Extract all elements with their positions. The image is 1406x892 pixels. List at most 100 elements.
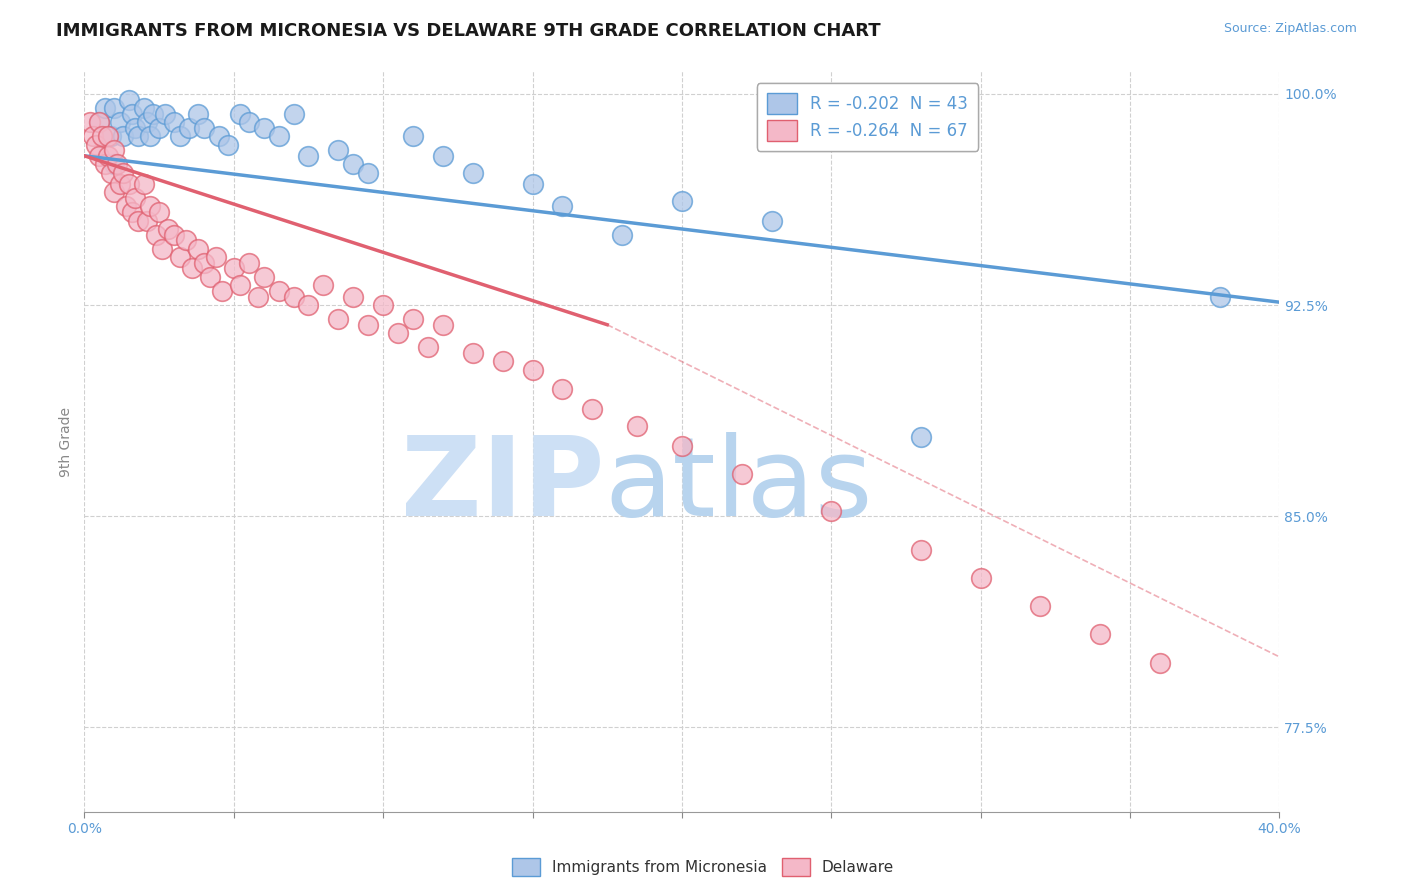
Point [157, 222, 180, 236]
Point [121, 205, 143, 219]
Point [283, 106, 305, 120]
Point [267, 284, 290, 298]
Point [127, 129, 149, 144]
Point [432, 149, 454, 163]
Legend: Immigrants from Micronesia, Delaware: Immigrants from Micronesia, Delaware [506, 852, 900, 882]
Point [267, 129, 290, 144]
Point [136, 115, 159, 129]
Point [103, 157, 125, 171]
Point [461, 166, 484, 180]
Point [342, 157, 364, 171]
Point [148, 205, 170, 219]
Point [283, 289, 305, 303]
Point [671, 439, 693, 453]
Point [177, 120, 200, 135]
Point [342, 289, 364, 303]
Point [103, 101, 125, 115]
Point [112, 129, 135, 144]
Point [187, 242, 209, 256]
Point [253, 120, 276, 135]
Point [89, 115, 111, 129]
Point [373, 298, 395, 312]
Point [297, 149, 319, 163]
Point [110, 115, 132, 129]
Point [115, 199, 138, 213]
Point [100, 166, 122, 180]
Point [217, 137, 239, 152]
Point [132, 177, 156, 191]
Point [228, 106, 252, 120]
Point [187, 106, 209, 120]
Point [89, 115, 111, 129]
Point [139, 129, 162, 144]
Point [208, 129, 231, 144]
Point [970, 571, 993, 585]
Point [91, 129, 114, 144]
Point [820, 503, 842, 517]
Point [461, 346, 484, 360]
Y-axis label: 9th Grade: 9th Grade [59, 407, 73, 476]
Point [432, 318, 454, 332]
Point [671, 194, 693, 208]
Point [238, 256, 260, 270]
Point [124, 120, 146, 135]
Point [357, 318, 380, 332]
Point [169, 129, 191, 144]
Point [228, 278, 252, 293]
Point [731, 467, 754, 481]
Point [222, 261, 245, 276]
Point [910, 543, 932, 558]
Point [297, 298, 319, 312]
Point [198, 269, 221, 284]
Point [612, 227, 634, 242]
Point [153, 106, 176, 120]
Point [145, 227, 167, 242]
Point [118, 93, 141, 107]
Point [127, 213, 149, 227]
Point [150, 242, 173, 256]
Point [1029, 599, 1052, 614]
Point [94, 101, 117, 115]
Point [522, 177, 544, 191]
Point [118, 177, 141, 191]
Point [387, 326, 409, 340]
Point [100, 129, 122, 144]
Point [402, 129, 425, 144]
Point [402, 312, 425, 326]
Point [328, 143, 350, 157]
Text: Source: ZipAtlas.com: Source: ZipAtlas.com [1223, 22, 1357, 36]
Point [148, 120, 170, 135]
Point [79, 115, 101, 129]
Point [142, 106, 165, 120]
Point [136, 213, 159, 227]
Point [253, 269, 276, 284]
Point [193, 120, 215, 135]
Point [110, 177, 132, 191]
Point [328, 312, 350, 326]
Point [211, 284, 233, 298]
Point [312, 278, 335, 293]
Point [86, 137, 108, 152]
Point [551, 383, 574, 397]
Point [103, 186, 125, 200]
Point [94, 157, 117, 171]
Point [132, 101, 156, 115]
Point [181, 261, 204, 276]
Point [121, 106, 143, 120]
Point [169, 250, 191, 264]
Point [910, 430, 932, 444]
Point [97, 149, 120, 163]
Point [89, 149, 111, 163]
Point [193, 256, 215, 270]
Point [1209, 289, 1232, 303]
Text: atlas: atlas [605, 433, 873, 540]
Point [522, 363, 544, 377]
Point [551, 199, 574, 213]
Point [581, 402, 603, 417]
Point [82, 129, 104, 144]
Point [246, 289, 269, 303]
Point [492, 354, 515, 368]
Point [1090, 627, 1112, 641]
Point [97, 129, 120, 144]
Point [1149, 656, 1171, 670]
